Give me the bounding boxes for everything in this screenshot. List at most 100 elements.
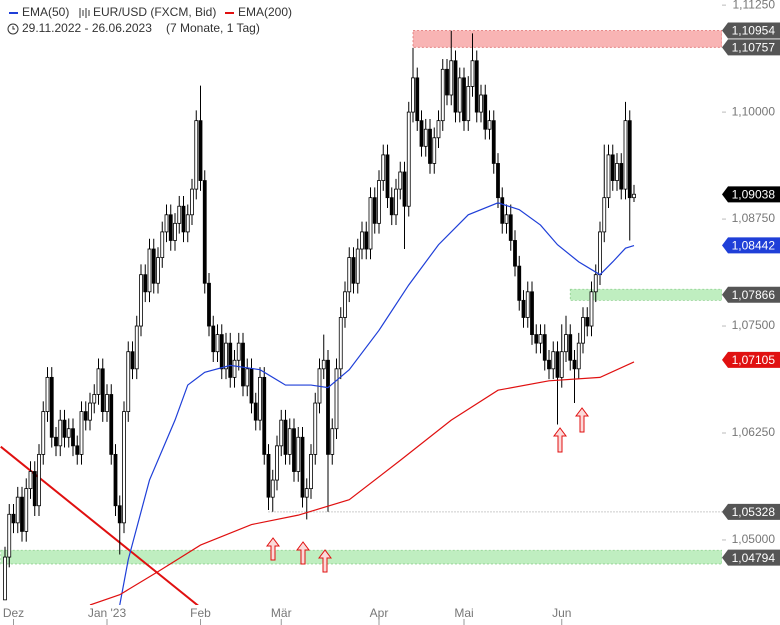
candle-body <box>508 214 513 241</box>
candle-body <box>266 453 271 498</box>
candle-body <box>496 163 500 199</box>
candle-body <box>576 342 581 370</box>
candle-body <box>270 479 275 498</box>
x-tick-label: Apr <box>370 606 389 620</box>
price-label-box <box>722 351 780 368</box>
candle-body <box>313 402 318 455</box>
candle-body <box>62 419 67 438</box>
candle-body <box>491 120 496 164</box>
arrow <box>575 407 589 433</box>
candle-body <box>249 368 254 404</box>
candle-body <box>343 291 347 318</box>
candle-body <box>287 428 292 455</box>
candle-body <box>572 359 577 370</box>
price-label: 1,10757 <box>732 40 776 54</box>
candle-body <box>164 214 169 233</box>
candle-body <box>589 291 594 327</box>
candle-body <box>32 471 37 507</box>
candle-body <box>100 368 105 413</box>
candle-body <box>568 334 573 361</box>
candle-body <box>7 513 12 558</box>
candle-body <box>75 445 80 455</box>
clock-hands <box>12 26 15 30</box>
legend-label: EMA(50) <box>22 5 69 19</box>
candle-body <box>619 163 624 190</box>
candle-body <box>198 120 203 181</box>
ema-line <box>89 361 635 605</box>
candle-body <box>105 394 109 413</box>
candle-body <box>394 188 398 216</box>
candle-body <box>54 436 58 447</box>
candle-body <box>130 351 135 370</box>
y-tick-label: 1,07500 <box>732 318 776 332</box>
candle-body <box>300 436 305 498</box>
candle-body <box>615 163 619 181</box>
candle-body <box>483 94 488 130</box>
candle-body <box>559 351 564 378</box>
candle-body <box>181 205 186 233</box>
candle-body <box>542 334 547 361</box>
candle-body <box>321 359 326 370</box>
candle-body <box>627 120 632 199</box>
date-range: 29.11.2022 - 26.06.2023 <box>22 21 152 35</box>
y-tick-label: 1,10000 <box>732 104 776 118</box>
candle-body <box>228 342 233 378</box>
candle-body <box>28 471 33 490</box>
x-tick-label: Mär <box>271 606 292 620</box>
candle-body <box>160 231 165 258</box>
candle-body <box>275 445 279 481</box>
candle-body <box>3 556 7 601</box>
candle-body <box>449 60 454 96</box>
candle-body <box>338 317 343 370</box>
candle-body <box>398 171 403 190</box>
candle-body <box>292 428 296 472</box>
ema-line <box>119 202 635 605</box>
candle-body <box>211 325 216 353</box>
candle-body <box>117 505 122 524</box>
candle-body <box>517 265 522 301</box>
candle-body <box>113 453 118 507</box>
candle-body <box>525 291 530 318</box>
candle-body <box>564 334 568 353</box>
x-tick-label: Feb <box>190 606 211 620</box>
candle-body <box>610 154 615 181</box>
candle-body <box>479 94 483 113</box>
candle-body <box>415 77 420 122</box>
y-tick-label: 1,11250 <box>733 0 776 11</box>
candle-icon <box>79 8 90 18</box>
price-label-box <box>722 22 780 39</box>
candle-body <box>623 120 628 190</box>
price-label: 1,09038 <box>732 188 776 202</box>
candle-body <box>241 342 245 387</box>
candle-body <box>96 368 101 395</box>
candle-body <box>177 205 182 224</box>
candle-body <box>632 193 636 199</box>
candle-body <box>364 231 369 250</box>
legend-label: EMA(200) <box>238 5 292 19</box>
y-tick-label: 1,06250 <box>732 425 776 439</box>
candle-body <box>419 120 424 147</box>
candle-body <box>530 291 534 335</box>
candle-body <box>551 351 556 370</box>
y-tick-label: 1,08750 <box>732 211 776 225</box>
candle-body <box>355 248 360 284</box>
candle-body <box>593 274 598 293</box>
y-tick-label: 1,05000 <box>732 532 776 546</box>
candle-body <box>279 419 284 447</box>
candle-body <box>194 120 199 190</box>
candle-body <box>11 513 16 524</box>
arrow <box>553 427 567 453</box>
candle-body <box>139 274 143 327</box>
price-label: 1,05328 <box>732 505 776 519</box>
candle-body <box>283 419 288 455</box>
candle-body <box>555 351 560 378</box>
candle-body <box>126 351 131 413</box>
candle-body <box>92 394 97 404</box>
candle-body <box>245 368 250 387</box>
candle-body <box>309 453 313 490</box>
x-tick-label: Mai <box>454 606 473 620</box>
candle-body <box>368 197 373 250</box>
candle-body <box>538 334 543 344</box>
candle-body <box>428 128 432 164</box>
candle-body <box>219 334 224 370</box>
